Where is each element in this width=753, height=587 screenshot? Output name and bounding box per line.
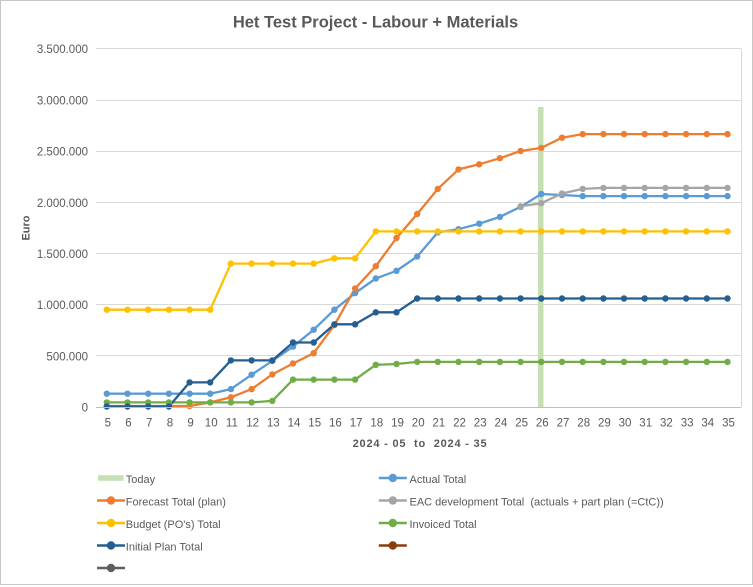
svg-text:14: 14 <box>288 418 301 430</box>
svg-text:20: 20 <box>412 418 425 430</box>
svg-text:24: 24 <box>495 418 508 430</box>
svg-text:Euro: Euro <box>21 215 33 240</box>
svg-text:2.000.000: 2.000.000 <box>37 198 88 210</box>
svg-text:26: 26 <box>536 418 549 430</box>
svg-text:27: 27 <box>557 418 570 430</box>
svg-text:33: 33 <box>681 418 694 430</box>
svg-text:22: 22 <box>453 418 466 430</box>
svg-text:5: 5 <box>105 418 111 430</box>
svg-text:Actual Total: Actual Total <box>410 474 467 486</box>
svg-text:28: 28 <box>577 418 590 430</box>
svg-text:9: 9 <box>187 418 193 430</box>
svg-text:10: 10 <box>205 418 218 430</box>
svg-text:29: 29 <box>598 418 611 430</box>
svg-text:0: 0 <box>82 403 88 415</box>
svg-text:Initial Plan Total: Initial Plan Total <box>126 541 203 553</box>
svg-text:6: 6 <box>125 418 131 430</box>
svg-text:3.500.000: 3.500.000 <box>37 44 88 56</box>
svg-text:19: 19 <box>391 418 404 430</box>
svg-text:2024 - 05 to 2024 - 35: 2024 - 05 to 2024 - 35 <box>353 438 488 450</box>
svg-text:30: 30 <box>619 418 632 430</box>
svg-text:13: 13 <box>267 418 280 430</box>
svg-text:7: 7 <box>146 418 152 430</box>
svg-text:1.500.000: 1.500.000 <box>37 249 88 261</box>
svg-text:16: 16 <box>329 418 342 430</box>
svg-text:32: 32 <box>660 418 673 430</box>
svg-text:12: 12 <box>246 418 259 430</box>
svg-text:17: 17 <box>350 418 363 430</box>
svg-text:Budget (PO's) Total: Budget (PO's) Total <box>126 519 221 531</box>
svg-text:15: 15 <box>308 418 321 430</box>
svg-text:18: 18 <box>370 418 383 430</box>
svg-text:35: 35 <box>722 418 735 430</box>
svg-text:31: 31 <box>639 418 652 430</box>
svg-text:Forecast Total (plan): Forecast Total (plan) <box>126 496 226 508</box>
svg-text:34: 34 <box>701 418 714 430</box>
svg-text:2.500.000: 2.500.000 <box>37 147 88 159</box>
svg-text:500.000: 500.000 <box>46 351 88 363</box>
svg-text:25: 25 <box>515 418 528 430</box>
svg-text:11: 11 <box>226 418 238 430</box>
svg-text:Het Test Project - Labour + Ma: Het Test Project - Labour + Materials <box>233 14 518 32</box>
svg-text:EAC development Total (actual: EAC development Total (actuals + part pl… <box>410 496 664 508</box>
svg-text:23: 23 <box>474 418 487 430</box>
svg-text:1.000.000: 1.000.000 <box>37 300 88 312</box>
svg-text:21: 21 <box>432 418 445 430</box>
svg-text:Invoiced Total: Invoiced Total <box>410 519 477 531</box>
svg-text:3.000.000: 3.000.000 <box>37 95 88 107</box>
svg-text:8: 8 <box>167 418 173 430</box>
svg-text:Today: Today <box>126 474 156 486</box>
